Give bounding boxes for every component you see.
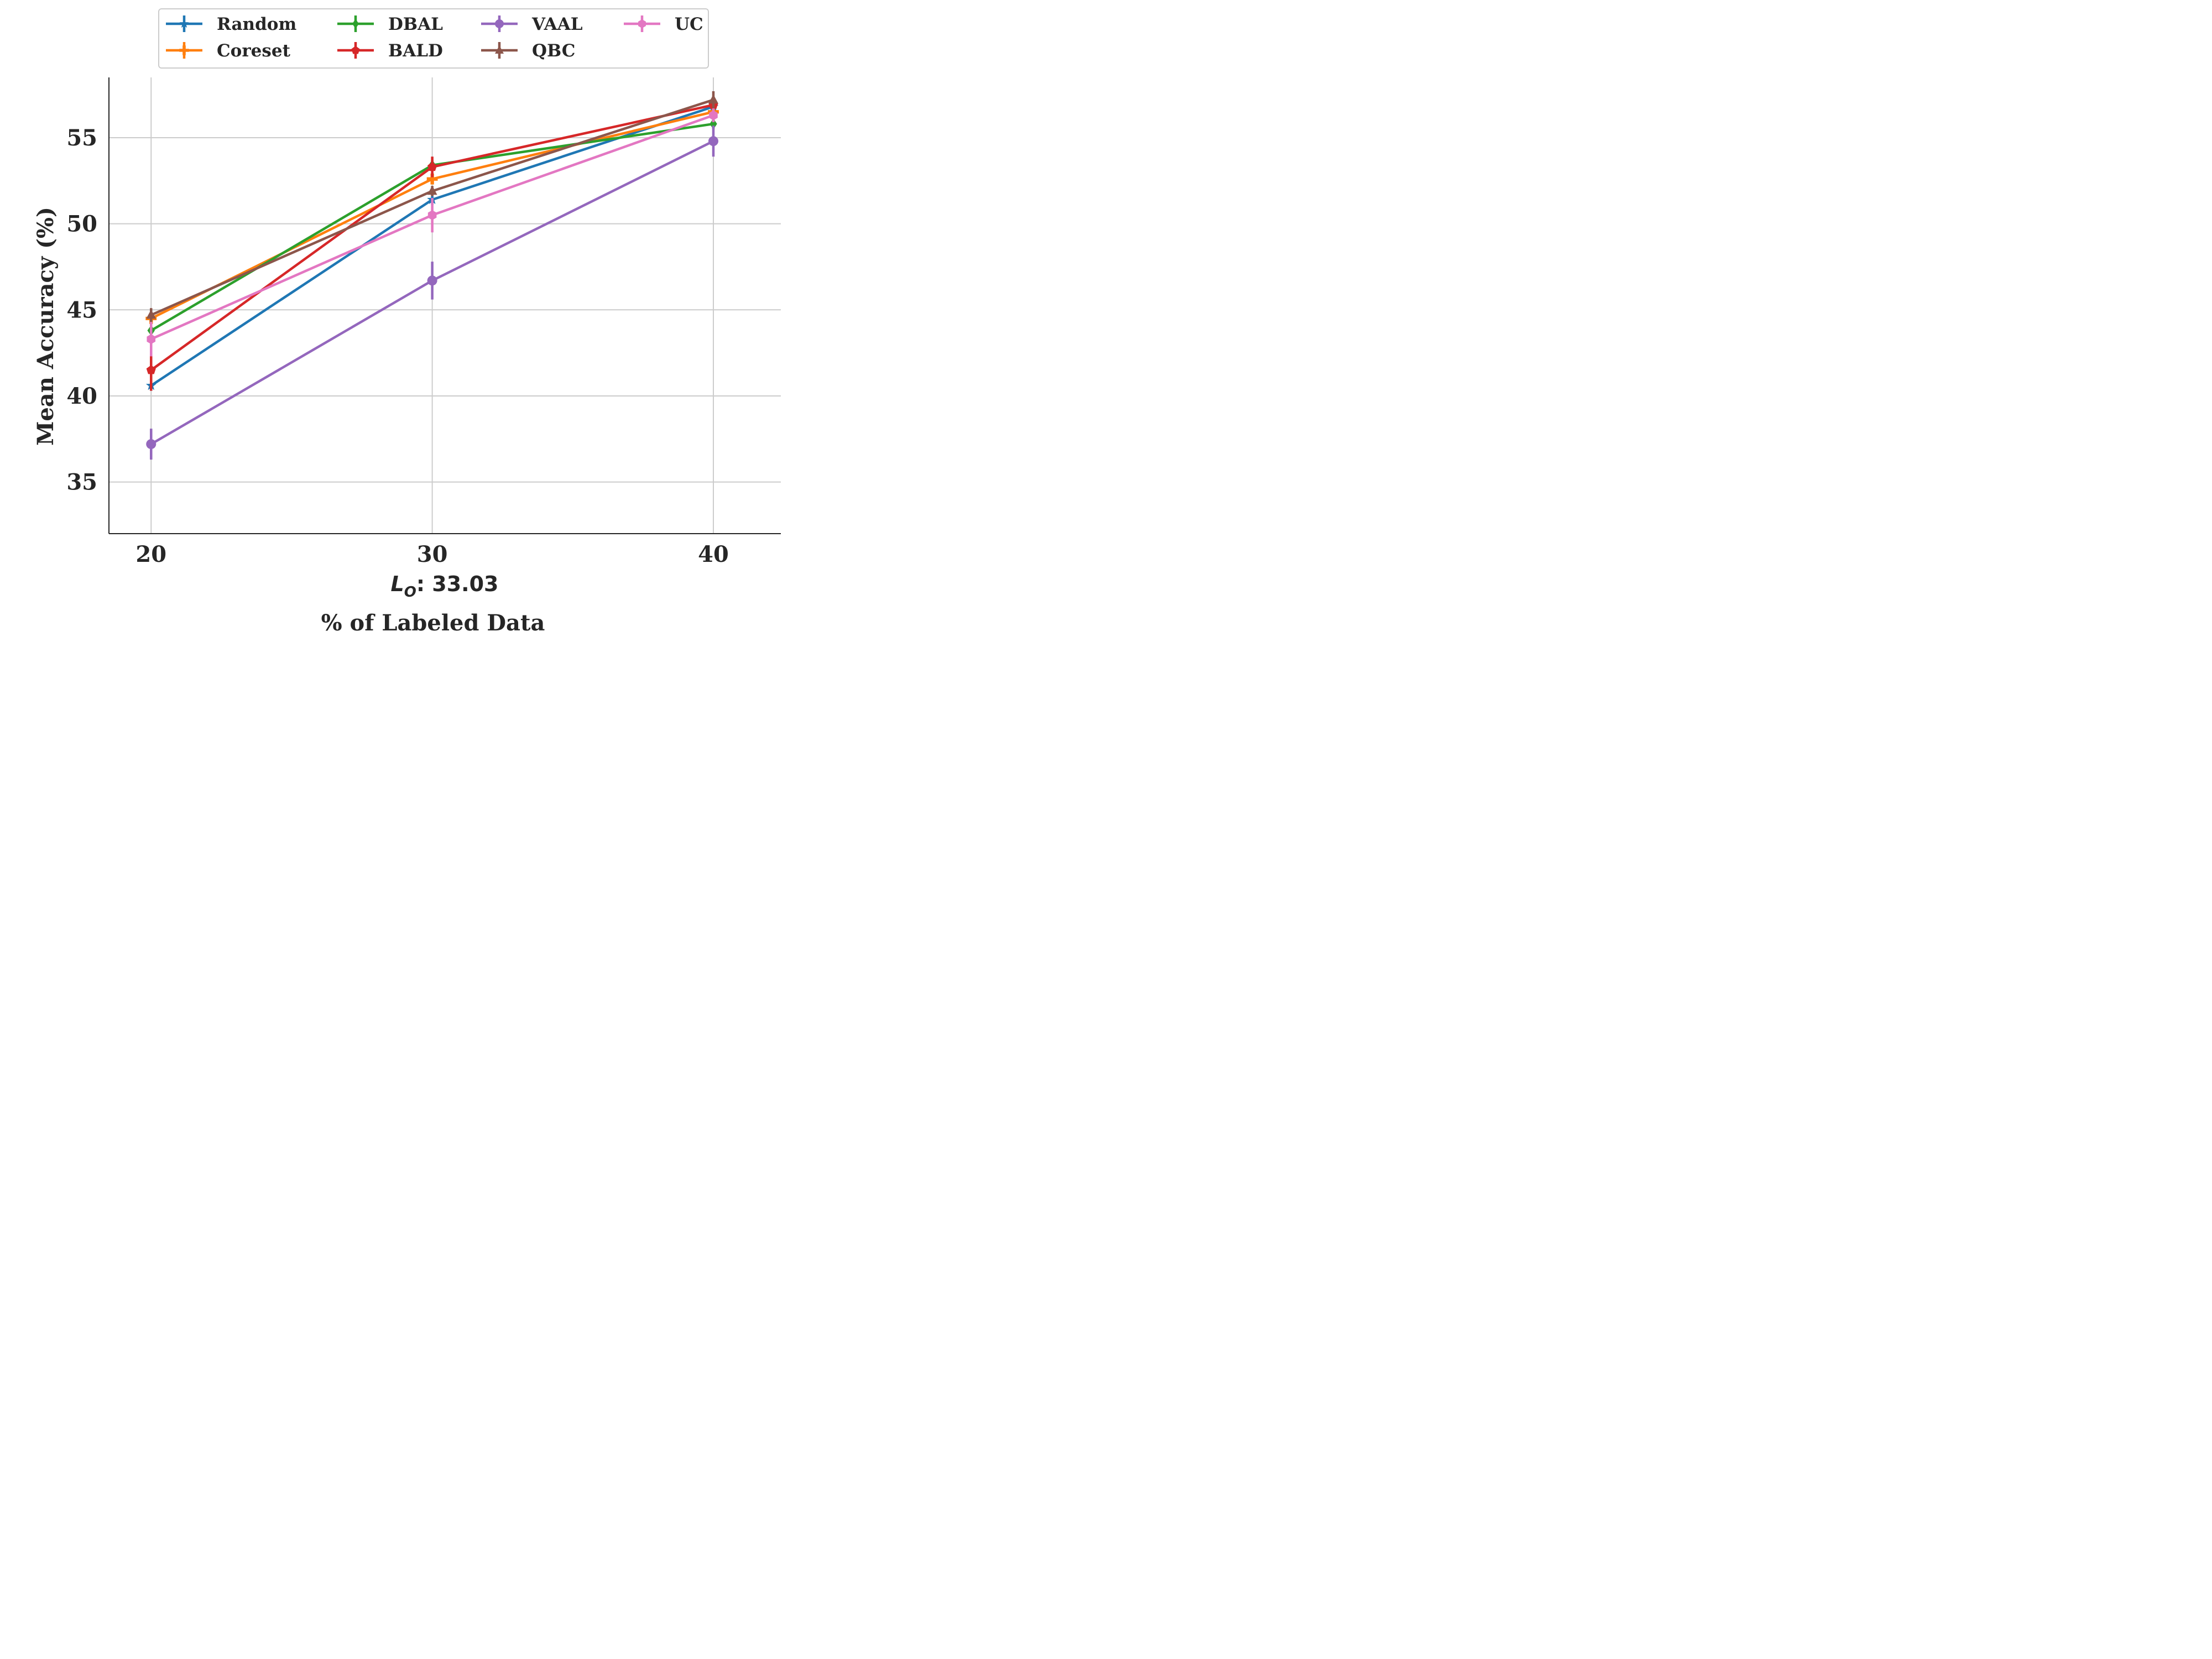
legend-box <box>158 8 709 69</box>
data-point <box>495 19 504 28</box>
data-point <box>709 118 717 129</box>
data-point <box>427 185 437 195</box>
legend-item-random: Random <box>166 14 296 34</box>
x-axis-title: % of Labeled Data <box>321 610 545 636</box>
x-tick-label: 20 <box>135 541 166 567</box>
data-point <box>427 275 437 286</box>
accuracy-line-chart: 20 30 40 35 40 45 50 55 LO: 33.03 % of Labeled … <box>33 8 781 636</box>
legend-label: QBC <box>532 41 575 61</box>
legend: Random Coreset DBAL BALD VAAL QBC UC <box>158 8 709 69</box>
y-tick-label: 55 <box>66 125 97 151</box>
x-tick-label: 40 <box>698 541 729 567</box>
legend-label: UC <box>675 14 703 34</box>
legend-label: VAAL <box>531 14 583 34</box>
series-uc <box>147 108 718 357</box>
legend-item-bald: BALD <box>337 41 443 61</box>
data-point <box>179 19 189 28</box>
data-point <box>708 94 718 104</box>
data-point <box>146 309 156 319</box>
axes <box>108 77 781 534</box>
series-group <box>145 91 719 460</box>
legend-item-qbc: QBC <box>481 41 575 61</box>
x-sublabel: LO: 33.03 <box>391 572 499 601</box>
data-point <box>146 439 156 450</box>
x-tick-label: 30 <box>417 541 448 567</box>
legend-label: Coreset <box>217 41 291 61</box>
grid-lines <box>109 77 781 534</box>
data-point <box>427 161 437 171</box>
legend-item-vaal: VAAL <box>481 14 583 34</box>
legend-label: BALD <box>388 41 443 61</box>
series-qbc <box>146 91 718 322</box>
data-point <box>708 136 718 147</box>
data-point <box>352 19 359 29</box>
data-point <box>709 110 718 121</box>
data-point <box>146 365 156 374</box>
y-tick-label: 45 <box>66 297 97 323</box>
data-point <box>427 210 437 221</box>
legend-label: DBAL <box>388 14 443 34</box>
data-point <box>495 45 504 54</box>
data-point <box>147 334 156 345</box>
legend-item-dbal: DBAL <box>337 14 443 34</box>
y-tick-label: 40 <box>66 383 97 409</box>
legend-item-uc: UC <box>624 14 703 34</box>
chart-container: 20 30 40 35 40 45 50 55 LO: 33.03 % of Labeled … <box>0 0 865 649</box>
y-tick-label: 35 <box>66 469 97 495</box>
tick-labels: 20 30 40 35 40 45 50 55 <box>66 125 728 567</box>
legend-label: Random <box>217 14 296 34</box>
data-point <box>179 45 189 55</box>
y-tick-label: 50 <box>66 211 97 237</box>
y-axis-title: Mean Accuracy (%) <box>33 207 59 446</box>
data-point <box>426 173 438 185</box>
data-point <box>638 19 646 28</box>
series-vaal <box>146 126 718 460</box>
data-point <box>351 46 360 54</box>
legend-item-coreset: Coreset <box>166 41 291 61</box>
